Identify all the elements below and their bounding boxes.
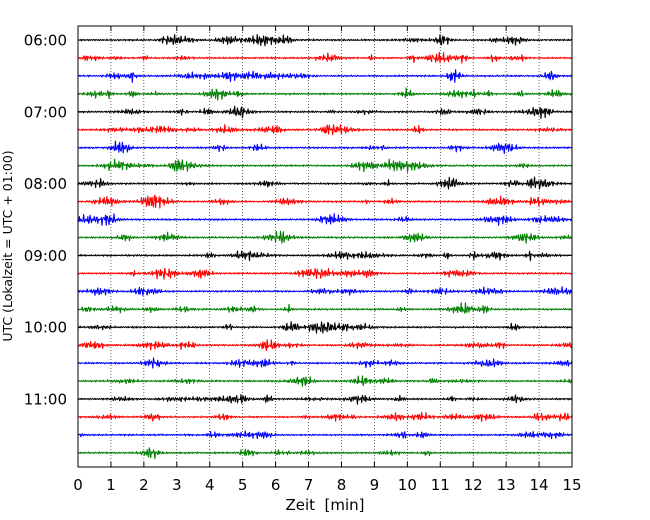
seismogram-trace — [77, 105, 573, 119]
y-tick-label: 08:00 — [24, 175, 67, 193]
x-tick-label: 4 — [205, 476, 215, 494]
plot-frame — [77, 25, 573, 468]
x-tick-label: 1 — [106, 476, 116, 494]
seismogram-trace — [77, 158, 573, 173]
x-tick-label: 11 — [431, 476, 450, 494]
seismogram-trace — [77, 51, 573, 64]
x-tick-label: 0 — [73, 476, 83, 494]
y-tick-label: 07:00 — [24, 103, 67, 121]
x-tick-label: 5 — [238, 476, 248, 494]
y-tick-label: 10:00 — [24, 319, 67, 337]
seismogram-trace — [77, 33, 573, 47]
x-tick-label: 10 — [398, 476, 417, 494]
seismogram-trace — [77, 393, 573, 405]
seismogram-trace — [77, 87, 573, 101]
seismogram-trace — [77, 69, 573, 83]
x-tick-label: 13 — [497, 476, 516, 494]
seismogram-trace — [77, 140, 573, 154]
seismogram-trace — [77, 339, 573, 352]
x-tick-label: 9 — [370, 476, 380, 494]
x-axis-ticks: 0 1 2 3 4 5 6 7 8 9 10 11 12 13 14 15 — [73, 26, 582, 494]
seismogram-trace — [77, 447, 573, 460]
seismogram-trace — [77, 430, 573, 440]
seismogram-trace — [77, 230, 573, 244]
seismogram-trace — [77, 194, 573, 209]
x-tick-label: 7 — [304, 476, 314, 494]
seismogram-trace — [77, 357, 573, 369]
seismogram-trace — [77, 302, 573, 314]
y-tick-label: 11:00 — [24, 391, 67, 409]
seismogram-trace — [77, 176, 573, 190]
y-axis-ticks: 06:00 07:00 08:00 09:00 10:00 11:00 — [24, 32, 572, 409]
seismogram-trace — [77, 286, 573, 297]
x-tick-label: 15 — [562, 476, 581, 494]
seismogram-traces — [77, 33, 573, 460]
x-tick-label: 6 — [271, 476, 281, 494]
x-tick-label: 2 — [139, 476, 149, 494]
seismogram-trace — [77, 411, 573, 423]
y-tick-label: 06:00 — [24, 32, 67, 50]
seismogram-trace — [77, 267, 573, 280]
seismogram-trace — [77, 124, 573, 136]
y-tick-label: 09:00 — [24, 247, 67, 265]
plot-area — [78, 26, 572, 467]
x-tick-label: 12 — [464, 476, 483, 494]
seismogram-trace — [77, 375, 573, 387]
x-tick-label: 8 — [337, 476, 347, 494]
x-axis-label: Zeit [min] — [285, 496, 364, 514]
x-tick-label: 3 — [172, 476, 182, 494]
y-axis-label: UTC (Lokalzeit = UTC + 01:00) — [0, 150, 15, 341]
x-tick-label: 14 — [530, 476, 549, 494]
seismogram-trace — [77, 250, 573, 262]
seismogram-trace — [77, 321, 573, 334]
seismogram-trace — [77, 213, 573, 226]
